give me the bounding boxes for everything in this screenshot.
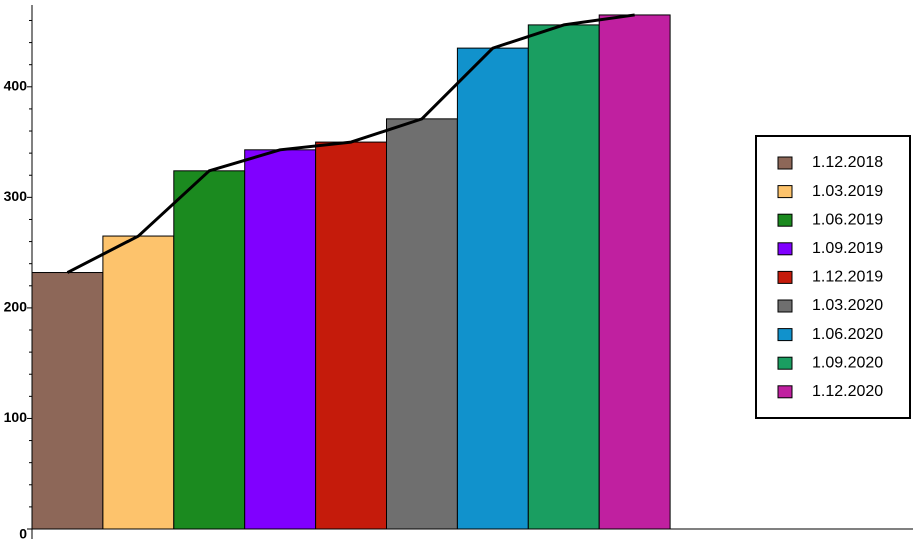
legend-label: 1.03.2019 bbox=[812, 183, 883, 200]
y-tick-label: 400 bbox=[4, 78, 28, 94]
bar bbox=[527, 24, 600, 530]
bar bbox=[31, 272, 104, 530]
legend-label: 1.12.2019 bbox=[812, 269, 883, 286]
y-tick-label: 0 bbox=[19, 526, 27, 542]
bar bbox=[244, 149, 317, 530]
legend-swatch bbox=[777, 242, 793, 256]
legend-swatch bbox=[777, 270, 793, 284]
legend-swatch bbox=[777, 385, 793, 399]
legend-label: 1.09.2019 bbox=[812, 240, 883, 257]
legend-label: 1.12.2020 bbox=[812, 383, 883, 400]
bar bbox=[173, 170, 246, 530]
legend-swatch bbox=[777, 185, 793, 199]
legend-label: 1.06.2019 bbox=[812, 211, 883, 228]
legend-label: 1.06.2020 bbox=[812, 326, 883, 343]
legend-swatch bbox=[777, 328, 793, 342]
bar bbox=[598, 14, 671, 530]
legend: 1.12.2018 1.03.2019 1.06.2019 1.09.2019 1.12… bbox=[755, 135, 911, 419]
bar bbox=[102, 235, 175, 530]
trend-line bbox=[66, 13, 635, 274]
legend-label: 1.09.2020 bbox=[812, 354, 883, 371]
legend-swatch bbox=[777, 213, 793, 227]
legend-swatch bbox=[777, 299, 793, 313]
legend-label: 1.12.2018 bbox=[812, 154, 883, 171]
bar bbox=[315, 141, 388, 530]
legend-swatch bbox=[777, 156, 793, 170]
y-tick-label: 200 bbox=[4, 299, 28, 315]
bar bbox=[386, 118, 458, 530]
y-tick-label: 300 bbox=[4, 188, 28, 204]
legend-label: 1.03.2020 bbox=[812, 297, 883, 314]
bar bbox=[456, 47, 529, 530]
legend-swatch bbox=[777, 356, 793, 370]
y-tick-label: 100 bbox=[4, 409, 28, 425]
